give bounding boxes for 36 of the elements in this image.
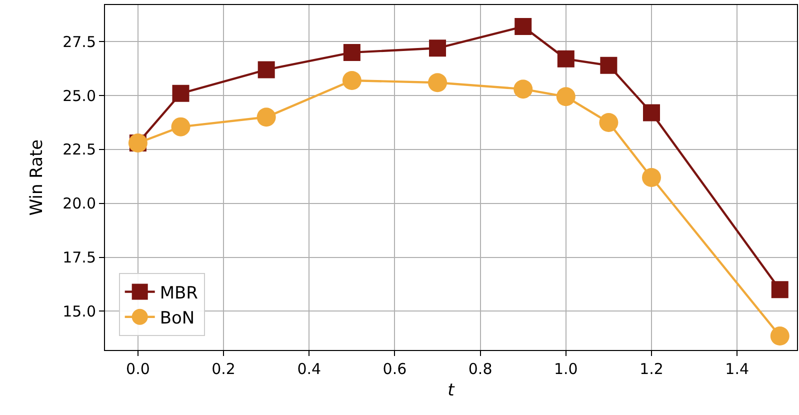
point [642,168,661,187]
point [771,281,788,298]
y-tick-label: 15.0 [62,302,96,320]
point [171,117,190,136]
point [514,80,533,99]
x-tick-label: 0.8 [468,360,492,378]
legend-label: BoN [160,308,195,328]
x-tick-label: 1.4 [725,360,750,378]
point [643,104,660,122]
point [343,44,360,61]
point [556,87,576,106]
point [258,61,275,78]
point [172,84,190,102]
y-tick-label: 25.0 [62,86,96,105]
x-tick-label: 0.0 [126,360,150,378]
y-axis-title: Win Rate [27,139,48,216]
x-tick-label: 1.0 [554,360,578,378]
x-tick-label: 0.4 [297,360,322,378]
point [429,40,446,57]
y-tick-label: 22.5 [62,140,96,159]
x-tick-label: 0.6 [382,360,407,378]
y-tick-label: 17.5 [62,248,96,267]
point [342,70,362,90]
y-tick-label: 27.5 [62,32,96,51]
point [557,50,574,68]
point [599,113,618,132]
point [428,73,448,92]
point [256,108,276,127]
x-tick-label: 1.2 [640,360,664,378]
point [770,326,790,346]
point [600,56,618,74]
x-axis-title: t [448,380,456,400]
x-tick-label: 0.2 [212,360,236,378]
point [514,18,532,36]
legend-label: MBR [160,283,198,304]
y-tick-label: 20.0 [62,194,96,213]
